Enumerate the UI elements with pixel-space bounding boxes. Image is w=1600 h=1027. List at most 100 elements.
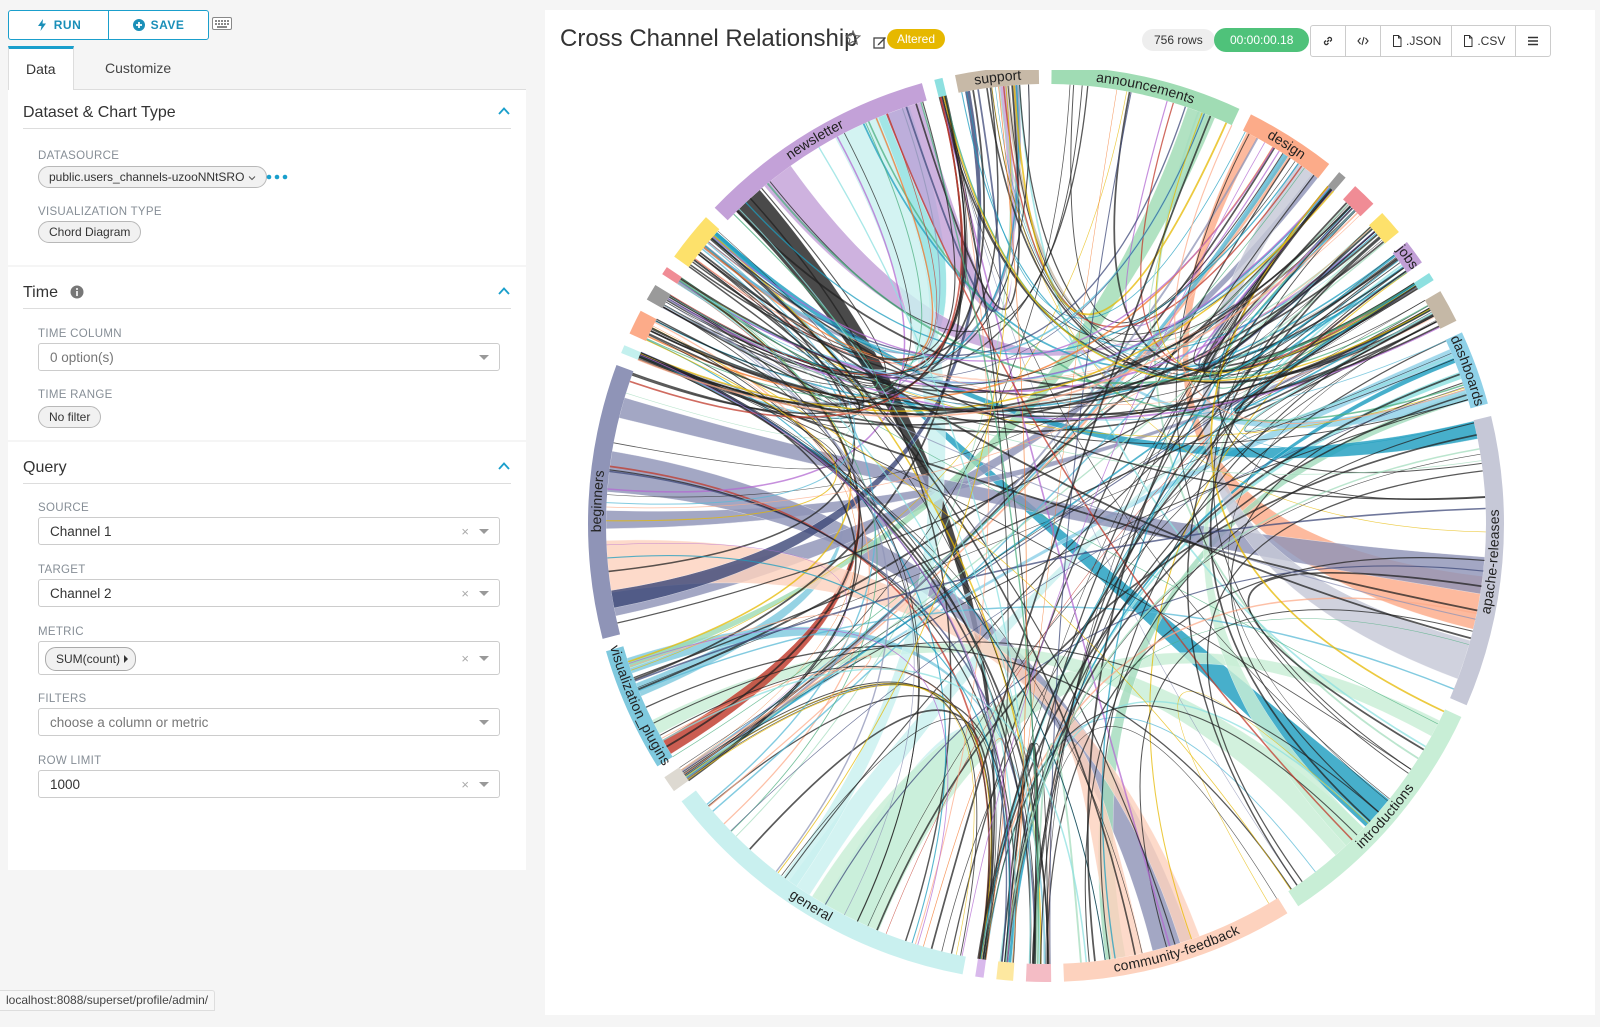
chord-group-arc[interactable] <box>955 70 1040 93</box>
chord-link[interactable] <box>652 325 857 770</box>
chord-link[interactable] <box>1203 189 1401 378</box>
chord-link[interactable] <box>995 86 1408 365</box>
chord-link[interactable] <box>710 238 1486 500</box>
chord-group-arc[interactable] <box>621 345 641 360</box>
chord-link[interactable] <box>1175 133 1409 774</box>
chord-link[interactable] <box>1209 237 1381 823</box>
chord-link[interactable] <box>941 320 1437 952</box>
row-limit-select[interactable]: 1000 × <box>38 770 500 798</box>
metric-chip[interactable]: SUM(count) <box>45 647 137 671</box>
section-dataset-header[interactable]: Dataset & Chart Type <box>23 90 511 129</box>
chord-link[interactable] <box>1031 726 1278 964</box>
chord-group-arc[interactable] <box>1424 291 1457 329</box>
chord-link[interactable] <box>977 270 1407 959</box>
chord-link[interactable] <box>640 190 1335 412</box>
chord-link[interactable] <box>650 307 1431 424</box>
chord-link[interactable] <box>711 237 1137 956</box>
chord-link[interactable] <box>1140 102 1416 372</box>
clear-icon[interactable]: × <box>461 586 469 601</box>
chord-group-arc[interactable] <box>606 646 673 767</box>
chord-link[interactable] <box>662 306 1431 418</box>
chord-group-arc[interactable] <box>664 767 689 792</box>
chord-link[interactable] <box>606 543 848 772</box>
chord-link[interactable] <box>1070 84 1284 324</box>
chord-link[interactable] <box>1234 285 1434 414</box>
chord-link[interactable] <box>667 298 890 873</box>
chord-link[interactable] <box>1206 470 1483 883</box>
chord-link[interactable] <box>766 182 1416 385</box>
chord-link[interactable] <box>663 305 1476 620</box>
clear-icon[interactable]: × <box>461 651 469 666</box>
chord-link[interactable] <box>606 227 1372 509</box>
chord-link[interactable] <box>669 295 1482 475</box>
chord-link[interactable] <box>998 86 1027 963</box>
chord-link[interactable] <box>613 352 838 470</box>
chord-link[interactable] <box>944 95 1009 960</box>
time-range-select[interactable]: No filter <box>38 406 102 428</box>
chord-link[interactable] <box>730 386 1465 832</box>
chord-group-arc[interactable] <box>975 958 987 978</box>
chord-link[interactable] <box>695 210 1356 381</box>
chord-link[interactable] <box>625 279 851 440</box>
chord-link[interactable] <box>940 96 1171 947</box>
chord-link[interactable] <box>650 241 1385 411</box>
save-button[interactable]: SAVE <box>108 11 208 39</box>
edit-icon[interactable] <box>873 35 887 49</box>
source-select[interactable]: Channel 1 × <box>38 517 500 545</box>
chord-link[interactable] <box>1100 307 1430 960</box>
chord-link[interactable] <box>665 301 915 916</box>
clear-icon[interactable]: × <box>461 524 469 539</box>
target-select[interactable]: Channel 2 × <box>38 579 500 607</box>
chord-link[interactable] <box>984 705 1358 960</box>
chord-group-arc[interactable] <box>674 217 720 268</box>
section-time-header[interactable]: Time <box>23 270 511 309</box>
chord-link[interactable] <box>1006 89 1118 963</box>
time-column-select[interactable]: 0 option(s) <box>38 343 500 371</box>
chord-link[interactable] <box>1045 188 1332 965</box>
chord-link[interactable] <box>1247 571 1482 751</box>
chord-link[interactable] <box>905 89 1002 312</box>
chord-link[interactable] <box>745 163 1299 355</box>
chord-link[interactable] <box>646 339 947 944</box>
chord-link[interactable] <box>679 213 878 389</box>
chord-link[interactable] <box>659 665 990 959</box>
tab-customize[interactable]: Customize <box>105 60 172 76</box>
chord-link[interactable] <box>1084 422 1475 962</box>
chord-link[interactable] <box>1155 112 1417 374</box>
menu-button[interactable] <box>1515 26 1550 56</box>
chord-link[interactable] <box>1040 207 1353 964</box>
chord-group-arc[interactable] <box>1327 172 1346 192</box>
export-json-button[interactable]: .JSON <box>1380 26 1451 56</box>
chord-link[interactable] <box>662 253 865 405</box>
chord-group-arc[interactable] <box>714 83 927 221</box>
tab-data[interactable]: Data <box>8 46 74 91</box>
chord-link[interactable] <box>986 87 1434 384</box>
chord-link[interactable] <box>634 507 1486 682</box>
chord-link[interactable] <box>942 96 1298 886</box>
chevron-up-icon[interactable] <box>497 104 511 118</box>
chord-link[interactable] <box>1049 92 1132 964</box>
chord-link[interactable] <box>784 259 1399 879</box>
viz-type-select[interactable]: Chord Diagram <box>38 221 142 243</box>
embed-code-button[interactable] <box>1345 26 1380 56</box>
chord-link[interactable] <box>701 248 877 805</box>
chord-group-arc[interactable] <box>1450 416 1504 706</box>
chord-link[interactable] <box>876 434 1478 931</box>
chord-link[interactable] <box>680 277 1440 416</box>
chord-link[interactable] <box>651 327 919 922</box>
chord-group-arc[interactable] <box>629 310 657 341</box>
metric-select[interactable]: SUM(count) × <box>38 641 500 675</box>
altered-badge[interactable]: Altered <box>887 29 946 49</box>
chord-link[interactable] <box>712 147 1275 362</box>
chord-link[interactable] <box>684 84 1071 775</box>
chord-group-arc[interactable] <box>662 267 682 284</box>
chord-link[interactable] <box>667 113 1205 379</box>
chord-link[interactable] <box>628 628 949 946</box>
chord-link[interactable] <box>1213 208 1417 389</box>
chord-link[interactable] <box>607 554 1010 963</box>
export-csv-button[interactable]: .CSV <box>1451 26 1515 56</box>
chord-group-arc[interactable] <box>1025 963 1052 983</box>
chevron-up-icon[interactable] <box>497 284 511 298</box>
chord-group-arc[interactable] <box>1392 242 1422 273</box>
chord-link[interactable] <box>1230 382 1463 813</box>
